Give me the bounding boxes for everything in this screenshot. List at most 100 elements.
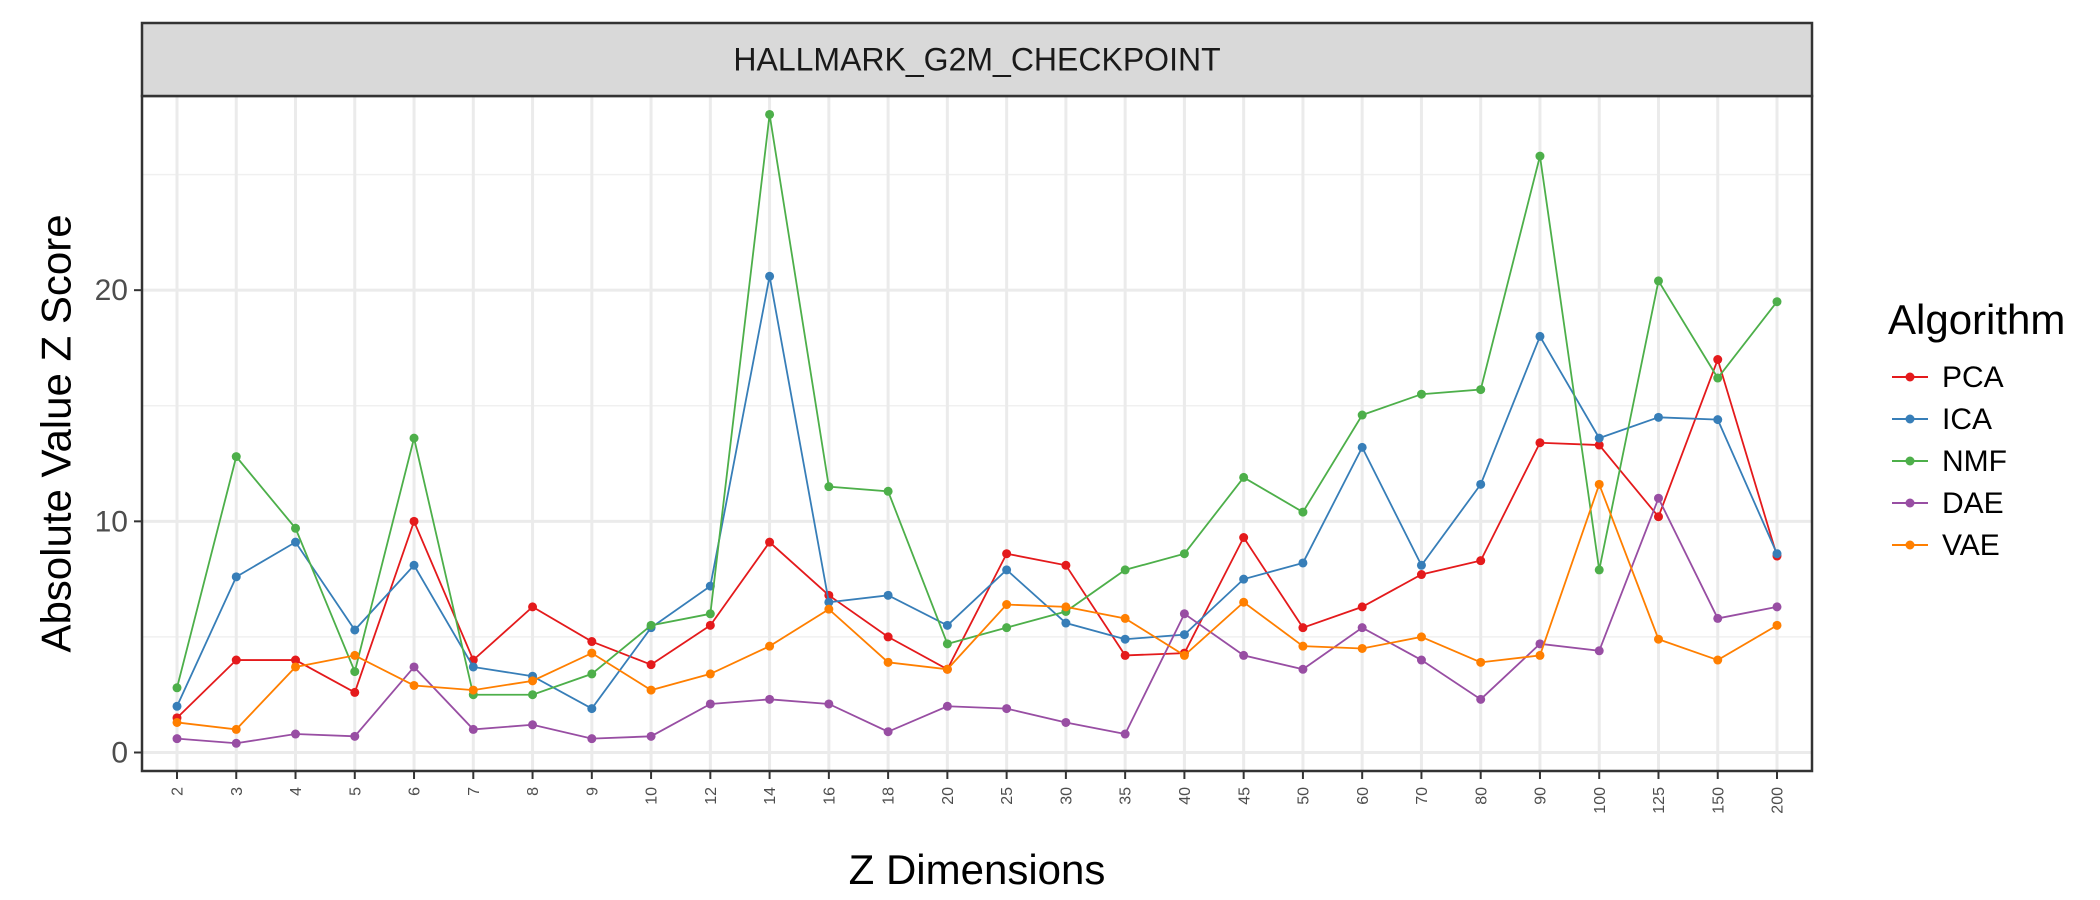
data-point-dae xyxy=(1239,650,1249,660)
x-tick-label: 14 xyxy=(762,787,779,805)
data-point-vae xyxy=(350,650,360,660)
data-point-nmf xyxy=(883,486,893,496)
data-point-nmf xyxy=(1120,565,1130,575)
data-point-vae xyxy=(1120,613,1130,623)
series-vae xyxy=(172,479,1782,734)
data-point-ica xyxy=(409,560,419,570)
data-point-nmf xyxy=(1772,297,1782,307)
data-point-pca xyxy=(528,602,538,612)
series-pca xyxy=(172,355,1782,723)
x-tick-label: 80 xyxy=(1473,787,1490,805)
data-point-ica xyxy=(1357,442,1367,452)
data-point-dae xyxy=(1002,704,1012,714)
data-point-pca xyxy=(1061,560,1071,570)
legend-item-nmf: NMF xyxy=(1892,445,2007,478)
data-point-nmf xyxy=(1416,389,1426,399)
data-point-vae xyxy=(1772,620,1782,630)
data-point-vae xyxy=(291,662,301,672)
x-tick-label: 90 xyxy=(1533,787,1550,805)
data-point-nmf xyxy=(231,452,241,462)
data-point-pca xyxy=(1476,556,1486,566)
data-point-vae xyxy=(172,717,182,727)
data-point-ica xyxy=(1002,565,1012,575)
data-point-nmf xyxy=(942,639,952,649)
data-point-dae xyxy=(1179,609,1189,619)
data-point-ica xyxy=(1416,560,1426,570)
x-tick-label: 30 xyxy=(1058,787,1075,805)
x-tick-label: 3 xyxy=(229,787,246,796)
x-tick-label: 60 xyxy=(1355,787,1372,805)
data-point-pca xyxy=(705,620,715,630)
data-point-dae xyxy=(1476,694,1486,704)
data-point-pca xyxy=(765,537,775,547)
x-tick-label: 16 xyxy=(821,787,838,805)
data-point-vae xyxy=(528,676,538,686)
x-tick-label: 40 xyxy=(1177,787,1194,805)
legend-item-vae: VAE xyxy=(1892,529,2000,562)
data-point-dae xyxy=(705,699,715,709)
data-point-nmf xyxy=(1357,410,1367,420)
data-point-ica xyxy=(1713,415,1723,425)
data-point-ica xyxy=(587,704,597,714)
data-point-nmf xyxy=(172,683,182,693)
data-point-dae xyxy=(587,734,597,744)
legend-item-pca: PCA xyxy=(1892,361,2004,394)
data-point-vae xyxy=(824,604,834,614)
data-point-ica xyxy=(350,625,360,635)
data-point-nmf xyxy=(646,620,656,630)
data-point-vae xyxy=(1535,650,1545,660)
data-point-vae xyxy=(1416,632,1426,642)
data-point-ica xyxy=(1120,634,1130,644)
x-tick-label: 2 xyxy=(170,787,187,796)
series-dae xyxy=(172,493,1782,748)
data-point-nmf xyxy=(1535,151,1545,161)
x-tick-label: 70 xyxy=(1414,787,1431,805)
series-ica xyxy=(172,271,1782,714)
data-point-nmf xyxy=(1179,549,1189,559)
data-point-ica xyxy=(1535,331,1545,341)
data-point-vae xyxy=(1594,479,1604,489)
data-point-pca xyxy=(1713,355,1723,365)
data-point-pca xyxy=(231,655,241,665)
data-point-vae xyxy=(587,648,597,658)
data-point-dae xyxy=(1298,664,1308,674)
data-point-ica xyxy=(1239,574,1249,584)
legend-label: VAE xyxy=(1942,529,2000,562)
data-point-nmf xyxy=(1594,565,1604,575)
data-point-dae xyxy=(824,699,834,709)
x-tick-label: 125 xyxy=(1651,787,1668,814)
data-point-vae xyxy=(646,685,656,695)
data-point-ica xyxy=(1653,412,1663,422)
legend-label: DAE xyxy=(1942,487,2004,520)
y-axis: 0 10 20 xyxy=(95,274,142,770)
data-point-dae xyxy=(409,662,419,672)
x-tick-label: 35 xyxy=(1118,787,1135,805)
y-tick-label: 20 xyxy=(95,274,128,307)
data-point-dae xyxy=(1357,623,1367,633)
data-point-vae xyxy=(1476,657,1486,667)
data-point-pca xyxy=(1653,512,1663,522)
data-point-nmf xyxy=(1653,276,1663,286)
legend-item-ica: ICA xyxy=(1892,403,1992,436)
data-point-nmf xyxy=(350,667,360,677)
x-tick-label: 200 xyxy=(1770,787,1787,814)
data-point-dae xyxy=(1416,655,1426,665)
data-point-nmf xyxy=(409,433,419,443)
data-point-vae xyxy=(409,680,419,690)
data-point-nmf xyxy=(705,609,715,619)
plot-background xyxy=(142,96,1812,771)
data-point-nmf xyxy=(528,690,538,700)
facet-strip: HALLMARK_G2M_CHECKPOINT xyxy=(140,21,1814,98)
data-point-pca xyxy=(1535,438,1545,448)
data-point-vae xyxy=(231,724,241,734)
data-point-ica xyxy=(942,620,952,630)
data-point-ica xyxy=(1179,630,1189,640)
data-point-vae xyxy=(1061,602,1071,612)
data-point-dae xyxy=(1772,602,1782,612)
data-point-nmf xyxy=(765,109,775,119)
data-point-vae xyxy=(765,641,775,651)
data-point-ica xyxy=(1476,479,1486,489)
x-tick-label: 5 xyxy=(347,787,364,796)
legend-key-point xyxy=(1905,414,1915,424)
x-axis: 2 3 4 5 6 7 8 9 10 12 14 16 18 20 25 30 35 40 45 50 60 70 80 90… xyxy=(170,771,1787,814)
